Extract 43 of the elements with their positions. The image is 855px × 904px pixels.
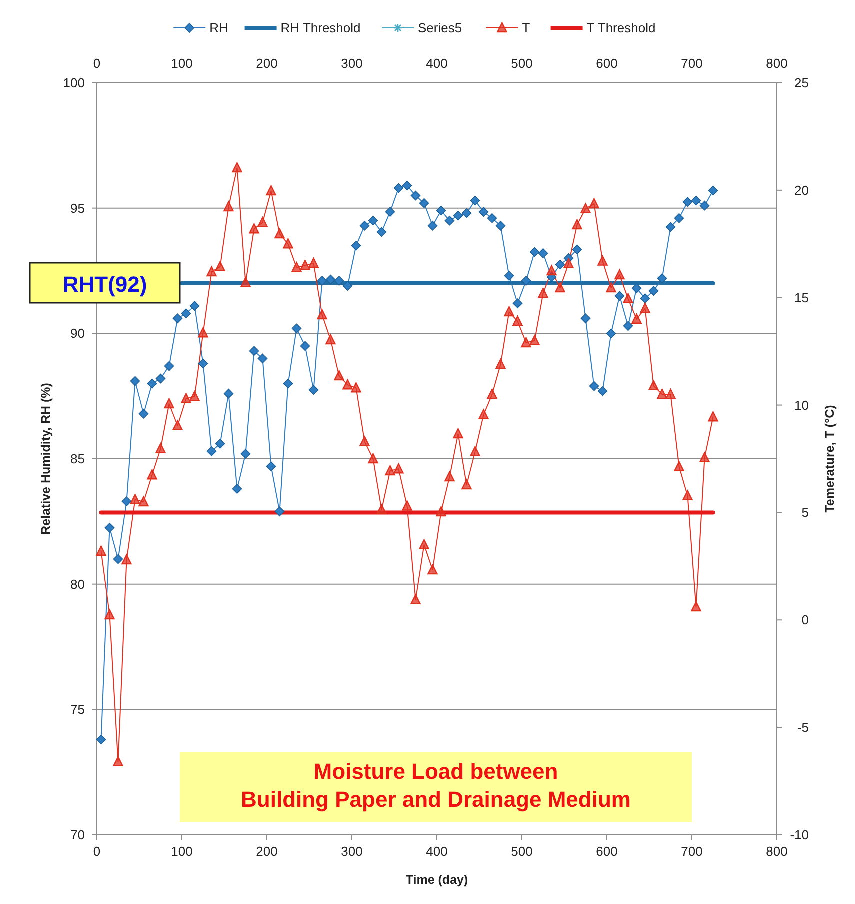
y-tick-label: 95 (70, 200, 85, 216)
y2-axis-title: Temerature, T (°C) (823, 405, 837, 513)
legend-label: T Threshold (586, 20, 656, 36)
y-tick-label: 85 (70, 452, 85, 466)
legend-label: RH Threshold (280, 20, 361, 36)
x2-tick-label: 100 (171, 56, 193, 71)
y-tick-label: 80 (70, 576, 85, 592)
legend-label: RH (210, 20, 228, 36)
legend-label: T (522, 20, 530, 36)
x-tick-label: 500 (511, 844, 533, 859)
x2-tick-label: 300 (341, 56, 363, 71)
x2-tick-label: 200 (256, 56, 278, 71)
y-tick-label: 75 (70, 702, 85, 718)
x2-tick-label: 500 (511, 56, 533, 71)
y2-tick-label: 25 (794, 76, 809, 90)
x2-tick-label: 400 (426, 56, 448, 71)
legend-label: Series5 (418, 20, 462, 36)
x2-tick-label: 800 (766, 56, 788, 71)
y2-tick-label: -5 (797, 720, 809, 736)
x2-tick-label: 0 (93, 56, 101, 71)
x2-tick-label: 700 (681, 56, 703, 71)
x-tick-label: 300 (341, 844, 363, 859)
x-tick-label: 800 (766, 844, 788, 859)
y2-tick-label: -10 (790, 828, 809, 842)
x-axis-title: Time (day) (406, 873, 468, 887)
y2-tick-label: 15 (794, 290, 809, 306)
annotation: Moisture Load between Building Paper and Drainage Medium (241, 759, 631, 812)
y2-tick-label: 20 (794, 182, 809, 198)
annotation: RHT(92) (62, 272, 148, 297)
x-tick-label: 400 (426, 844, 448, 859)
x2-tick-label: 600 (596, 56, 618, 71)
y2-tick-label: 10 (794, 398, 809, 413)
y-axis-title: Relative Humidity, RH (%) (39, 383, 53, 535)
x-tick-label: 700 (681, 844, 703, 859)
y-tick-label: 70 (70, 828, 85, 842)
x-tick-label: 100 (171, 844, 193, 859)
y-tick-label: 90 (70, 326, 85, 342)
x-tick-label: 0 (93, 844, 101, 859)
y-tick-label: 100 (63, 76, 85, 90)
x-tick-label: 200 (256, 844, 278, 859)
y2-tick-label: 5 (802, 505, 809, 520)
x-tick-label: 600 (596, 844, 618, 859)
y2-tick-label: 0 (802, 612, 809, 628)
